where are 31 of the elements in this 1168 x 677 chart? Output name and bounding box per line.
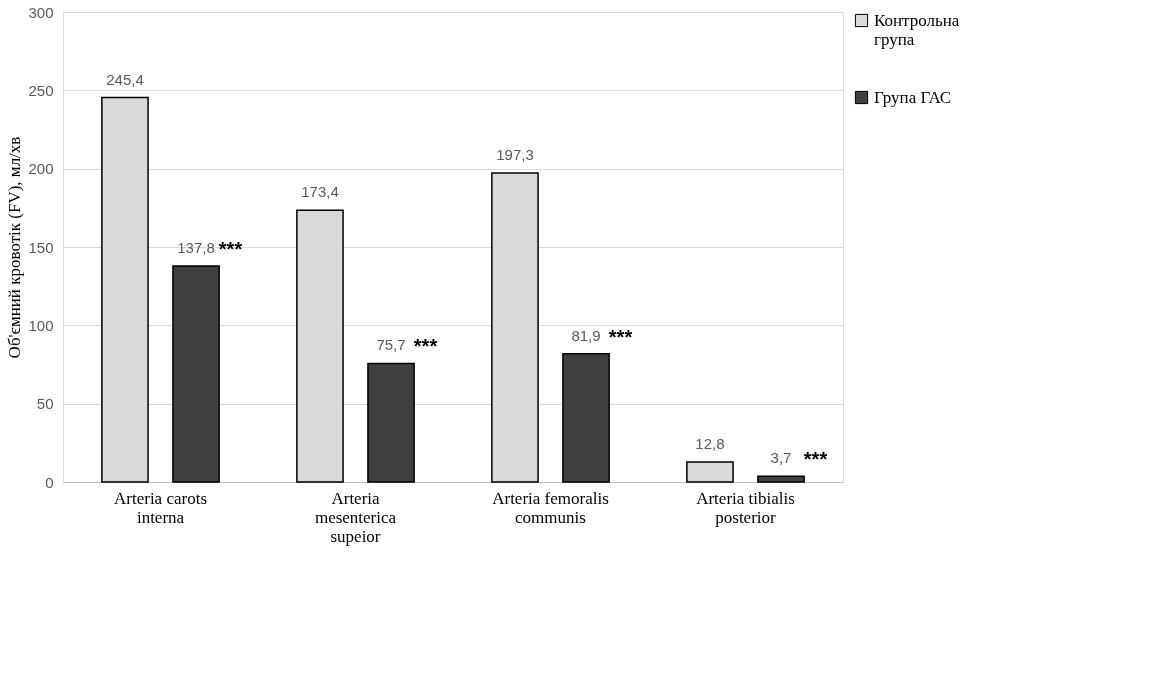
y-axis-title: Об'ємний кровотік (FV), мл/хв: [5, 136, 25, 359]
bar: [367, 362, 415, 483]
annotation: ***: [413, 335, 438, 358]
data-label: 137,8: [177, 239, 215, 257]
x-tick-label: Arteria femoralis communis: [492, 488, 609, 527]
y-tick-label: 150: [28, 238, 54, 256]
annotation: ***: [218, 238, 243, 261]
annotation: ***: [803, 448, 828, 471]
data-label: 81,9: [571, 326, 601, 344]
data-label: 173,4: [301, 183, 339, 201]
y-tick-label: 100: [28, 316, 54, 334]
annotation: ***: [608, 325, 633, 348]
y-tick-label: 300: [28, 3, 54, 21]
y-tick-label: 0: [45, 473, 54, 491]
bar: [686, 461, 734, 483]
x-tick-label: Arteria carots interna: [114, 488, 207, 527]
legend-label: Контрольна група: [874, 10, 960, 49]
data-label: 75,7: [376, 336, 406, 354]
data-label: 12,8: [695, 434, 725, 452]
bar: [172, 265, 220, 483]
data-label: 197,3: [496, 145, 534, 163]
y-tick-label: 200: [28, 160, 54, 178]
legend-label: Група ГАС: [874, 87, 952, 107]
y-tick-label: 250: [28, 81, 54, 99]
x-tick-label: Arteria mesenterica supeior: [314, 488, 397, 546]
bar: [757, 475, 805, 483]
x-tick-label: Arteria tibialis posterior: [696, 488, 795, 527]
data-label: 245,4: [106, 70, 144, 88]
bar: [562, 352, 610, 483]
data-label: 3,7: [770, 449, 792, 467]
y-tick-label: 50: [36, 395, 54, 413]
